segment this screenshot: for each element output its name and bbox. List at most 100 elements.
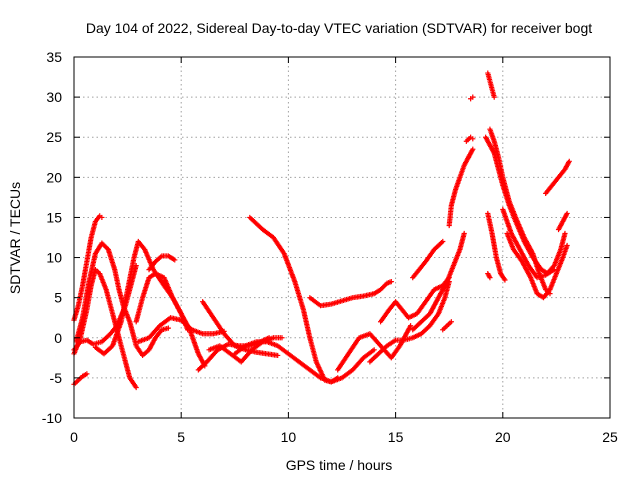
data-point-fill bbox=[116, 288, 126, 307]
y-tick-label: -5 bbox=[50, 370, 63, 386]
data-point-fill bbox=[158, 316, 172, 328]
x-axis-label: GPS time / hours bbox=[286, 457, 393, 473]
data-point-fill bbox=[462, 156, 471, 167]
data-point-fill bbox=[72, 340, 82, 352]
data-point-fill bbox=[118, 288, 130, 323]
data-point-fill bbox=[200, 300, 216, 319]
data-point-fill bbox=[88, 268, 98, 287]
data-point-fill bbox=[292, 280, 306, 311]
y-tick-label: -10 bbox=[42, 410, 62, 426]
data-point-fill bbox=[385, 338, 397, 348]
data-point-fill bbox=[465, 135, 472, 143]
data-point-fill bbox=[423, 288, 436, 303]
data-point-fill bbox=[441, 324, 449, 332]
data-point bbox=[388, 279, 394, 285]
data-point-fill bbox=[417, 260, 428, 271]
data-point-fill bbox=[436, 280, 449, 299]
series-track-31 bbox=[500, 206, 568, 281]
data-point-fill bbox=[160, 253, 170, 259]
data-point bbox=[564, 210, 570, 217]
y-tick-label: 30 bbox=[46, 89, 62, 105]
data-point-fill bbox=[466, 147, 475, 159]
data-point bbox=[99, 214, 105, 221]
data-point-fill bbox=[100, 241, 110, 252]
data-point-fill bbox=[102, 344, 114, 356]
data-point-fill bbox=[81, 372, 89, 379]
data-point-fill bbox=[112, 268, 122, 291]
data-point-fill bbox=[346, 336, 361, 356]
series-track-20 bbox=[410, 238, 446, 281]
data-point-fill bbox=[116, 336, 128, 363]
data-point-fill bbox=[301, 308, 313, 339]
data-point-fill bbox=[71, 304, 81, 322]
data-point-fill bbox=[419, 324, 432, 336]
data-point-fill bbox=[93, 214, 102, 223]
series-track-2 bbox=[71, 213, 105, 323]
series-track-9 bbox=[135, 315, 227, 345]
series-track-32 bbox=[543, 158, 572, 196]
data-point bbox=[502, 277, 508, 283]
data-point-fill bbox=[377, 344, 389, 356]
data-point-fill bbox=[147, 260, 157, 271]
data-point-fill bbox=[154, 254, 164, 264]
data-point-fill bbox=[211, 316, 226, 336]
data-point-fill bbox=[255, 349, 269, 357]
series-track-24 bbox=[463, 134, 476, 144]
data-point-fill bbox=[530, 252, 542, 275]
axes: 0 5 10 15 20 25 -10 -5 0 5 10 15 20 25 30 35 bbox=[42, 49, 618, 445]
series-track-16 bbox=[307, 279, 394, 309]
series-track-25 bbox=[465, 146, 476, 160]
data-point-fill bbox=[442, 280, 452, 299]
data-point bbox=[470, 94, 476, 100]
data-point-fill bbox=[500, 176, 512, 203]
data-point-fill bbox=[88, 220, 98, 239]
data-point-fill bbox=[485, 212, 495, 235]
y-tick-label: 35 bbox=[46, 49, 62, 65]
data-point-fill bbox=[162, 276, 175, 299]
data-point-fill bbox=[378, 308, 391, 323]
data-point-fill bbox=[108, 324, 119, 336]
data-point-fill bbox=[368, 352, 380, 364]
data-point-fill bbox=[411, 268, 421, 279]
data-point-fill bbox=[308, 368, 322, 380]
x-tick-label: 10 bbox=[281, 429, 297, 445]
data-point-fill bbox=[147, 336, 158, 352]
data-point-fill bbox=[557, 168, 567, 179]
data-point bbox=[275, 352, 281, 359]
data-point-fill bbox=[511, 248, 524, 263]
data-point-fill bbox=[79, 337, 88, 344]
data-point-fill bbox=[518, 248, 531, 267]
series-track-17 bbox=[367, 279, 452, 365]
data-point-fill bbox=[77, 375, 84, 382]
data-point-fill bbox=[489, 232, 499, 259]
data-point-fill bbox=[125, 256, 137, 291]
data-point-fill bbox=[133, 296, 145, 323]
data-point-fill bbox=[488, 143, 497, 155]
data-point-fill bbox=[492, 152, 501, 171]
data-point-fill bbox=[544, 184, 554, 195]
data-point-fill bbox=[85, 338, 95, 346]
data-point-fill bbox=[78, 308, 90, 339]
data-point-fill bbox=[147, 324, 162, 340]
data-point-fill bbox=[483, 135, 492, 147]
x-tick-label: 20 bbox=[495, 429, 511, 445]
data-point-fill bbox=[72, 379, 80, 386]
data-point-fill bbox=[411, 331, 423, 340]
data-point bbox=[84, 371, 90, 377]
data-point-fill bbox=[205, 348, 220, 364]
data-point bbox=[440, 238, 446, 245]
data-point bbox=[165, 325, 171, 331]
plot-frame bbox=[73, 56, 611, 419]
data-point-fill bbox=[509, 232, 522, 251]
data-point-fill bbox=[449, 188, 458, 207]
data-point-fill bbox=[218, 344, 232, 356]
series-track-23 bbox=[468, 94, 476, 102]
data-point-fill bbox=[336, 352, 351, 372]
data-point-fill bbox=[560, 212, 570, 223]
data-point-fill bbox=[505, 232, 516, 251]
data-point-fill bbox=[80, 280, 92, 319]
data-point bbox=[566, 158, 572, 164]
data-point-fill bbox=[110, 320, 124, 347]
data-point-fill bbox=[276, 344, 290, 356]
data-point-fill bbox=[128, 376, 138, 389]
